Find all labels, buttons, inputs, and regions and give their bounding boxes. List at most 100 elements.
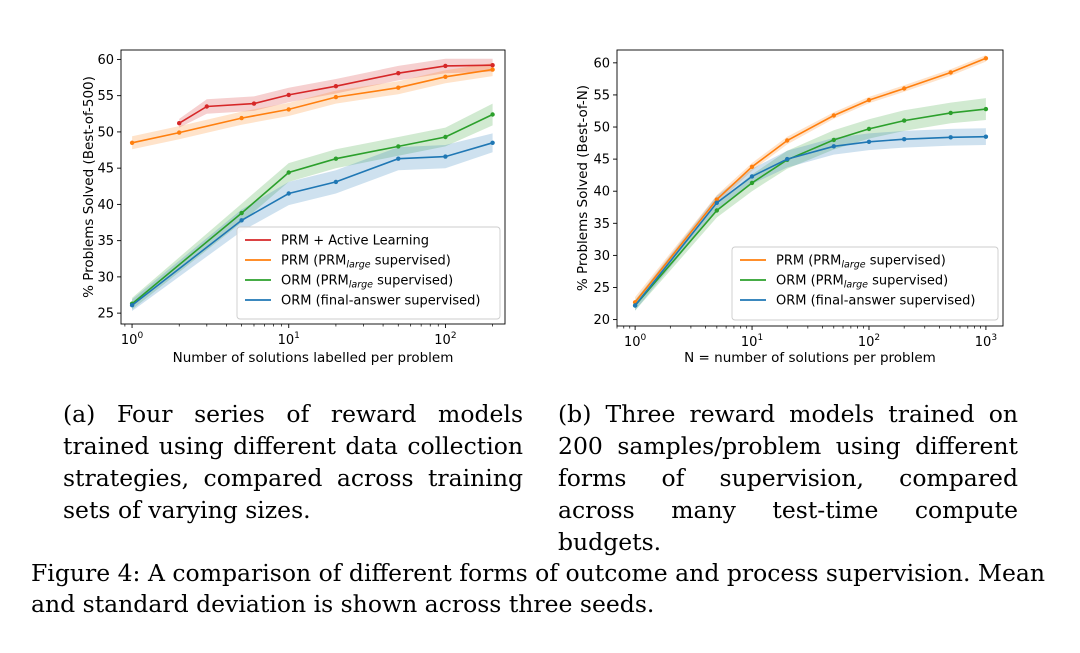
y-tick-label: 60 [97, 53, 114, 68]
x-tick-label: 101 [741, 333, 763, 350]
axes-frame [120, 49, 506, 325]
y-tick-label: 25 [593, 281, 610, 296]
data-point [129, 303, 135, 308]
y-tick-label: 45 [593, 153, 610, 168]
chart-panel-b: 20 25 30 35 40 45 50 55 60 100 101 102 103 N = number… [575, 49, 1004, 366]
y-tick-label: 55 [593, 88, 610, 103]
legend-label: ORM (PRMlarge supervised) [281, 274, 453, 291]
legend [731, 246, 999, 321]
data-point [177, 130, 182, 135]
std-band-1 [635, 98, 986, 311]
legend-label: PRM + Active Learning [281, 234, 429, 249]
data-point [831, 137, 836, 143]
legend-label: ORM (final-answer supervised) [281, 294, 480, 309]
data-point [902, 86, 907, 91]
std-band-1 [132, 63, 493, 150]
legend-label: ORM (PRMlarge supervised) [776, 274, 948, 291]
data-point [983, 106, 989, 112]
x-tick-label: 102 [858, 333, 880, 350]
data-point [286, 92, 291, 98]
y-tick-label: 40 [97, 198, 114, 213]
series-line-0 [178, 64, 493, 124]
data-point [396, 85, 401, 90]
x-tick-label: 100 [624, 333, 647, 350]
y-axis-label: % Problems Solved (Best-of-N) [575, 85, 591, 291]
data-point [443, 134, 448, 140]
legend-label: ORM (final-answer supervised) [776, 294, 975, 309]
data-point [204, 104, 209, 109]
data-point [443, 154, 448, 159]
data-point [749, 180, 755, 186]
x-axis-label: Number of solutions labelled per problem [173, 350, 454, 366]
legend [236, 226, 501, 320]
x-axis-label: N = number of solutions per problem [684, 350, 936, 366]
std-band-3 [132, 133, 493, 311]
data-point [286, 170, 291, 175]
data-point [632, 303, 638, 308]
data-point [831, 113, 836, 118]
data-point [948, 135, 953, 140]
data-point [396, 71, 401, 76]
y-tick-label: 45 [97, 162, 114, 177]
data-point [177, 121, 182, 126]
data-point [333, 156, 339, 161]
axes-frame [616, 49, 1004, 327]
y-tick-label: 50 [593, 121, 610, 136]
y-tick-label: 50 [97, 125, 114, 140]
std-band-2 [635, 128, 986, 311]
x-tick-label: 100 [121, 331, 144, 348]
figure-caption: Figure 4: A comparison of different form… [31, 559, 1045, 618]
x-tick-label: 102 [434, 331, 456, 348]
x-tick-label: 103 [975, 333, 997, 350]
y-tick-label: 30 [593, 249, 610, 264]
series-line-1 [131, 68, 493, 144]
data-point [948, 110, 953, 116]
y-tick-label: 60 [593, 56, 610, 71]
data-point [714, 197, 719, 202]
data-point [490, 62, 495, 68]
data-point [443, 63, 448, 69]
legend-label: PRM (PRMlarge supervised) [776, 254, 946, 271]
data-point [251, 101, 257, 106]
data-point [866, 139, 872, 144]
data-point [785, 138, 790, 143]
data-point [333, 94, 339, 100]
data-point [785, 156, 790, 162]
subcaption-a: (a) Four series of reward models trained… [63, 400, 523, 524]
data-point [333, 84, 339, 89]
data-point [239, 218, 244, 223]
data-point [333, 179, 339, 185]
data-point [443, 74, 448, 80]
data-point [866, 126, 872, 132]
y-tick-label: 35 [97, 234, 114, 249]
figure-charts: 25 30 35 40 45 50 55 60 100 101 102 Number of solut… [81, 49, 1004, 366]
data-point [396, 144, 401, 149]
chart-panel-a: 25 30 35 40 45 50 55 60 100 101 102 Number of solut… [81, 49, 506, 366]
std-band-0 [179, 58, 493, 128]
legend-label: PRM (PRMlarge supervised) [281, 254, 451, 271]
data-point [983, 56, 989, 61]
data-point [286, 107, 291, 112]
data-point [902, 137, 907, 142]
data-point [286, 191, 291, 196]
y-tick-label: 25 [97, 307, 114, 322]
data-point [490, 67, 495, 72]
data-point [396, 156, 401, 161]
data-point [948, 70, 953, 75]
x-tick-label: 101 [278, 331, 300, 348]
data-point [490, 140, 495, 145]
data-point [749, 174, 755, 179]
data-point [129, 140, 135, 145]
std-band-2 [132, 103, 493, 310]
data-point [866, 97, 872, 103]
data-point [490, 112, 495, 117]
subcaption-b: (b) Three reward models trained on 200 s… [558, 400, 1018, 556]
y-tick-label: 35 [593, 217, 610, 232]
y-tick-label: 20 [593, 313, 610, 328]
data-point [239, 115, 244, 121]
data-point [749, 164, 755, 169]
data-point [714, 208, 719, 213]
data-point [902, 118, 907, 123]
y-tick-label: 55 [97, 89, 114, 104]
data-point [714, 200, 719, 205]
